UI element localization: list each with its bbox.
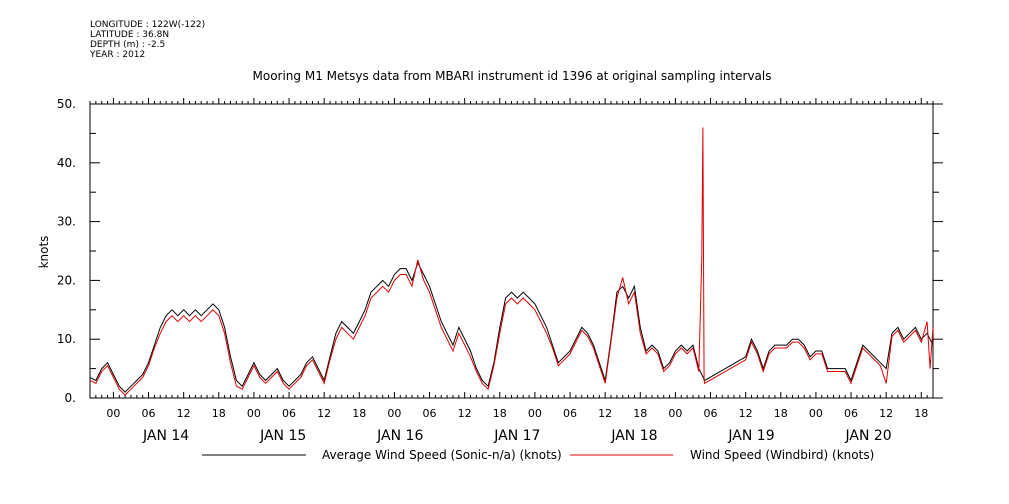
series-line-windbird-wind-speed [89,127,934,396]
x-tick-label: 00 [106,407,120,420]
day-label: JAN 20 [845,428,892,444]
plot-frame [89,103,934,399]
x-tick-label: 12 [598,407,612,420]
x-tick-label: 18 [633,407,647,420]
x-tick-label: 00 [247,407,261,420]
x-tick-label: 06 [142,407,156,420]
day-label: JAN 16 [376,428,423,444]
x-tick-label: 06 [282,407,296,420]
x-tick-label: 06 [704,407,718,420]
x-tick-label: 18 [352,407,366,420]
meta-longitude: LONGITUDE : 122W(-122) [90,20,206,30]
meta-depth: DEPTH (m) : -2.5 [90,40,166,50]
x-tick-label: 12 [458,407,472,420]
y-tick-label: 40. [57,156,76,170]
meta-year: YEAR : 2012 [90,50,146,60]
day-label: JAN 15 [259,428,306,444]
x-tick-label: 06 [844,407,858,420]
day-label: JAN 19 [727,428,774,444]
x-tick-label: 06 [423,407,437,420]
x-tick-label: 00 [387,407,401,420]
y-axis-label: knots [37,236,51,269]
x-tick-label: 00 [668,407,682,420]
y-tick-label: 0. [65,391,76,405]
x-tick-label: 12 [177,407,191,420]
metadata-block: LONGITUDE : 122W(-122) LATITUDE : 36.8N … [90,20,205,60]
x-tick-label: 12 [739,407,753,420]
x-tick-label: 12 [317,407,331,420]
x-tick-label: 18 [493,407,507,420]
x-tick-label: 00 [528,407,542,420]
day-label: JAN 14 [142,428,189,444]
y-tick-label: 30. [57,215,76,229]
x-tick-label: 18 [212,407,226,420]
y-axis: 0. 10. 20. 30. 40. 50. [57,97,943,405]
day-label: JAN 17 [493,428,540,444]
y-tick-label: 10. [57,332,76,346]
series-line-average-wind-speed [89,261,934,393]
x-tick-label: 12 [879,407,893,420]
legend-label-average: Average Wind Speed (Sonic-n/a) (knots) [322,448,562,462]
series-layer [89,127,934,396]
x-tick-label: 06 [563,407,577,420]
day-label: JAN 18 [610,428,657,444]
legend-label-windbird: Wind Speed (Windbird) (knots) [690,448,874,462]
x-tick-label: 00 [809,407,823,420]
x-tick-label: 18 [914,407,928,420]
legend: Average Wind Speed (Sonic-n/a) (knots) W… [202,448,874,462]
chart-title: Mooring M1 Metsys data from MBARI instru… [253,69,772,83]
x-axis: 00 06 12 18 00 06 12 18 00 06 12 18 00 06 12 18 00 06 12 18… [89,98,934,444]
meta-latitude: LATITUDE : 36.8N [90,30,170,40]
x-tick-label: 18 [774,407,788,420]
y-tick-label: 20. [57,273,76,287]
y-tick-label: 50. [57,97,76,111]
